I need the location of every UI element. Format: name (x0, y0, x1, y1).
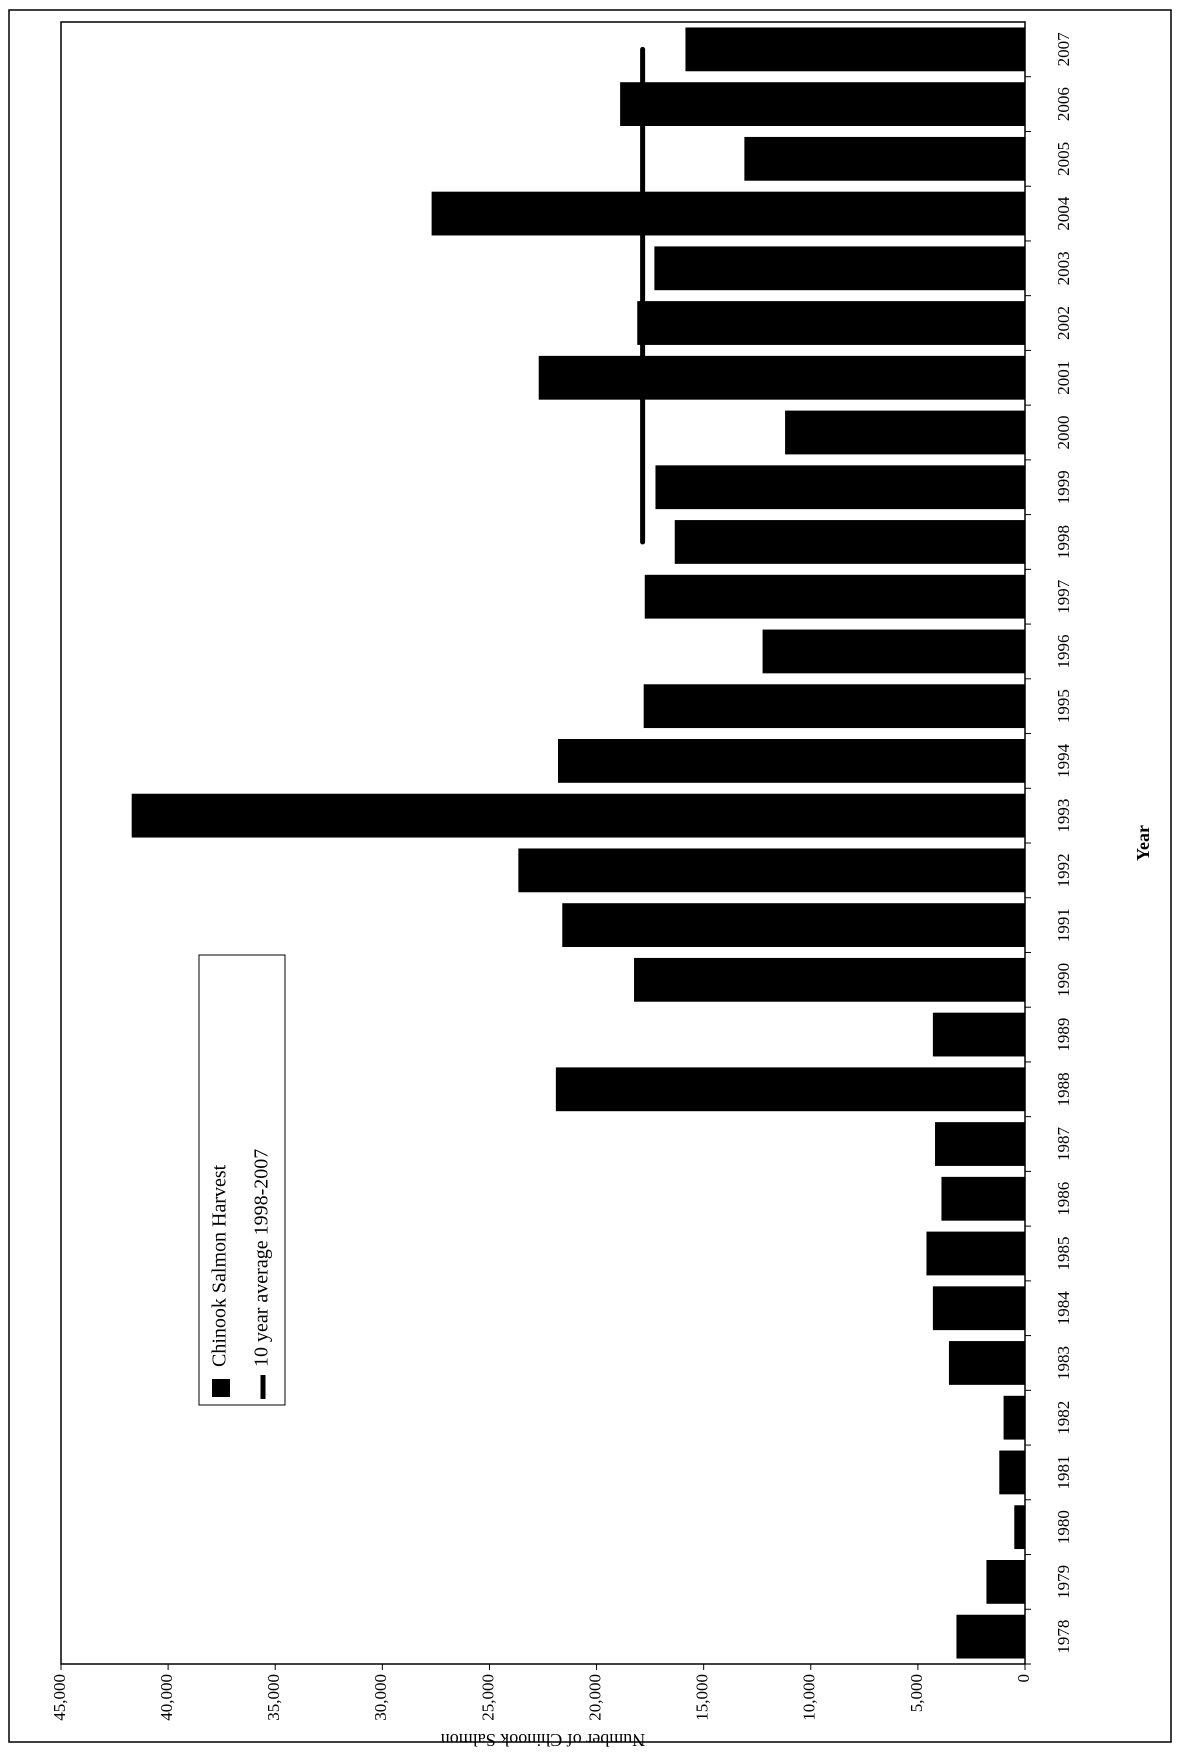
bar (431, 191, 1025, 236)
bar (131, 793, 1025, 838)
legend-label: Chinook Salmon Harvest (209, 1164, 231, 1367)
rotated-chart: 0 5,000 10,000 15,000 20,000 25,000 30,000 35,0… (50, 21, 1153, 1750)
y-tick-label: 40,000 (157, 1674, 176, 1721)
bar (562, 903, 1026, 947)
bar (655, 465, 1025, 510)
bar (644, 574, 1025, 619)
x-tick-label: 1988 (1054, 1072, 1073, 1106)
bar (762, 629, 1025, 674)
bar (1003, 1395, 1025, 1440)
x-tick-label: 1985 (1054, 1237, 1073, 1271)
legend-box (198, 954, 286, 1406)
bar (932, 1286, 1026, 1331)
x-tick-label: 2002 (1054, 306, 1073, 340)
y-tick-label: 20,000 (585, 1674, 604, 1721)
y-tick-label: 45,000 (50, 1674, 69, 1721)
x-tick-label: 1995 (1054, 689, 1073, 723)
x-tick-label: 1989 (1054, 1018, 1073, 1052)
bar (1014, 1505, 1025, 1550)
legend-label: 10 year average 1998-2007 (251, 1149, 273, 1367)
bar (654, 246, 1025, 291)
x-tick-label: 2003 (1054, 251, 1073, 285)
bar (999, 1450, 1026, 1495)
y-tick-label: 30,000 (371, 1674, 390, 1721)
bar (926, 1231, 1025, 1276)
x-tick-label: 2001 (1054, 361, 1073, 395)
x-tick-label: 1998 (1054, 525, 1073, 559)
x-tick-label: 1999 (1054, 470, 1073, 504)
y-axis-title: Number of Chinook Salmon (441, 1730, 646, 1750)
y-tick-label: 5,000 (907, 1674, 926, 1712)
x-tick-label: 1996 (1054, 634, 1073, 668)
x-tick-label: 2005 (1054, 142, 1073, 176)
bar (785, 410, 1025, 455)
bar (956, 1614, 1026, 1659)
x-tick-label: 2006 (1054, 87, 1073, 121)
x-tick-label: 1979 (1054, 1565, 1073, 1599)
bar (637, 301, 1025, 345)
bar (620, 82, 1025, 126)
x-tick-label: 1984 (1054, 1291, 1073, 1326)
bar (685, 27, 1025, 72)
y-tick-label: 25,000 (478, 1674, 497, 1721)
legend-swatch (212, 1379, 230, 1397)
x-tick-label: 1982 (1054, 1401, 1073, 1435)
x-tick-label: 1978 (1054, 1620, 1073, 1654)
bar (643, 684, 1025, 729)
bar (634, 957, 1025, 1002)
bar (932, 1012, 1026, 1057)
y-tick-label: 10,000 (800, 1674, 819, 1721)
x-tick-label: 1981 (1054, 1455, 1073, 1489)
page-border (8, 9, 1172, 1743)
bar (538, 355, 1026, 400)
x-tick-label: 1983 (1054, 1346, 1073, 1380)
x-tick-label: 1987 (1054, 1127, 1073, 1162)
x-tick-label: 2000 (1054, 416, 1073, 450)
x-tick-label: 1980 (1054, 1510, 1073, 1544)
bar (744, 136, 1025, 181)
x-tick-label: 2004 (1054, 196, 1073, 231)
bar (935, 1122, 1026, 1166)
x-tick-label: 1993 (1054, 799, 1073, 833)
x-tick-label: 1994 (1054, 743, 1073, 778)
x-tick-label: 1986 (1054, 1182, 1073, 1216)
y-tick-label: 0 (1014, 1674, 1033, 1683)
x-tick-label: 1990 (1054, 963, 1073, 997)
bar (674, 520, 1025, 564)
x-tick-label: 1997 (1054, 579, 1073, 614)
y-tick-label: 15,000 (693, 1674, 712, 1721)
x-axis-title: Year (1133, 825, 1153, 861)
x-tick-label: 1992 (1054, 853, 1073, 887)
bar (518, 848, 1025, 893)
bar (941, 1176, 1025, 1221)
bar (986, 1560, 1026, 1604)
bar (557, 739, 1025, 783)
y-tick-label: 35,000 (264, 1674, 283, 1721)
x-tick-label: 1991 (1054, 908, 1073, 942)
x-tick-label: 2007 (1054, 32, 1073, 67)
bar (948, 1341, 1025, 1385)
bar (555, 1067, 1025, 1112)
